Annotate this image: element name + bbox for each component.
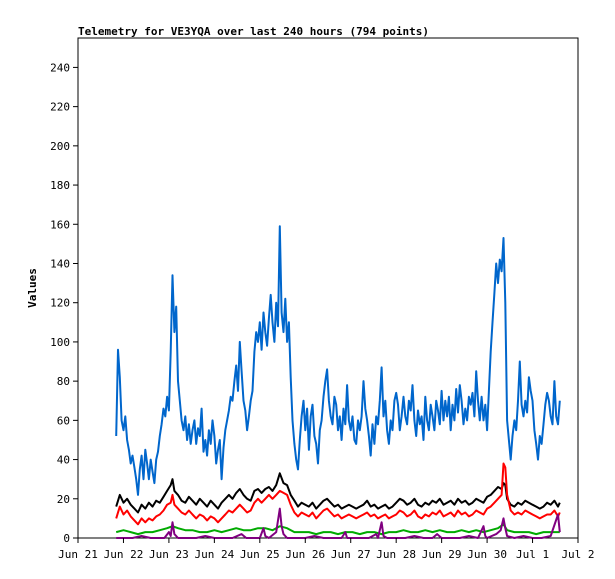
y-tick-label: 60	[57, 414, 70, 427]
series-line-1	[115, 225, 561, 496]
y-tick-label: 240	[50, 61, 70, 74]
x-tick-label: Jun 23	[149, 548, 189, 561]
x-tick-label: Jun 24	[194, 548, 234, 561]
series-line-2	[115, 472, 561, 514]
series-line-5	[116, 507, 561, 539]
series-line-3	[115, 462, 561, 526]
x-tick-label: Jun 29	[422, 548, 462, 561]
x-tick-label: Jun 28	[376, 548, 416, 561]
x-tick-label: Jun 30	[467, 548, 507, 561]
y-tick-label: 20	[57, 493, 70, 506]
x-tick-label: Jul 2	[561, 548, 594, 561]
y-tick-label: 40	[57, 454, 70, 467]
x-tick-label: Jul 1	[516, 548, 549, 561]
y-axis: 0 20 40 60 80 100 120 140 160 180 200 220 240	[50, 61, 78, 545]
series-layer	[115, 225, 561, 539]
y-tick-label: 0	[63, 532, 70, 545]
y-tick-label: 220	[50, 101, 70, 114]
y-tick-label: 200	[50, 140, 70, 153]
y-tick-label: 100	[50, 336, 70, 349]
x-axis: Jun 21 Jun 22 Jun 23 Jun 24 Jun 25 Jun 26 Jun …	[58, 538, 595, 561]
y-tick-label: 180	[50, 179, 70, 192]
x-tick-label: Jun 22	[104, 548, 144, 561]
x-tick-label: Jun 27	[331, 548, 371, 561]
chart-title: Telemetry for VE3YQA over last 240 hours…	[78, 25, 429, 38]
y-tick-label: 80	[57, 375, 70, 388]
y-tick-label: 160	[50, 218, 70, 231]
x-tick-label: Jun 26	[285, 548, 325, 561]
x-tick-label: Jun 25	[240, 548, 280, 561]
y-tick-label: 120	[50, 297, 70, 310]
series-line-4	[115, 523, 560, 536]
y-tick-label: 140	[50, 257, 70, 270]
y-axis-label: Values	[26, 268, 39, 308]
x-tick-label: Jun 21	[58, 548, 98, 561]
